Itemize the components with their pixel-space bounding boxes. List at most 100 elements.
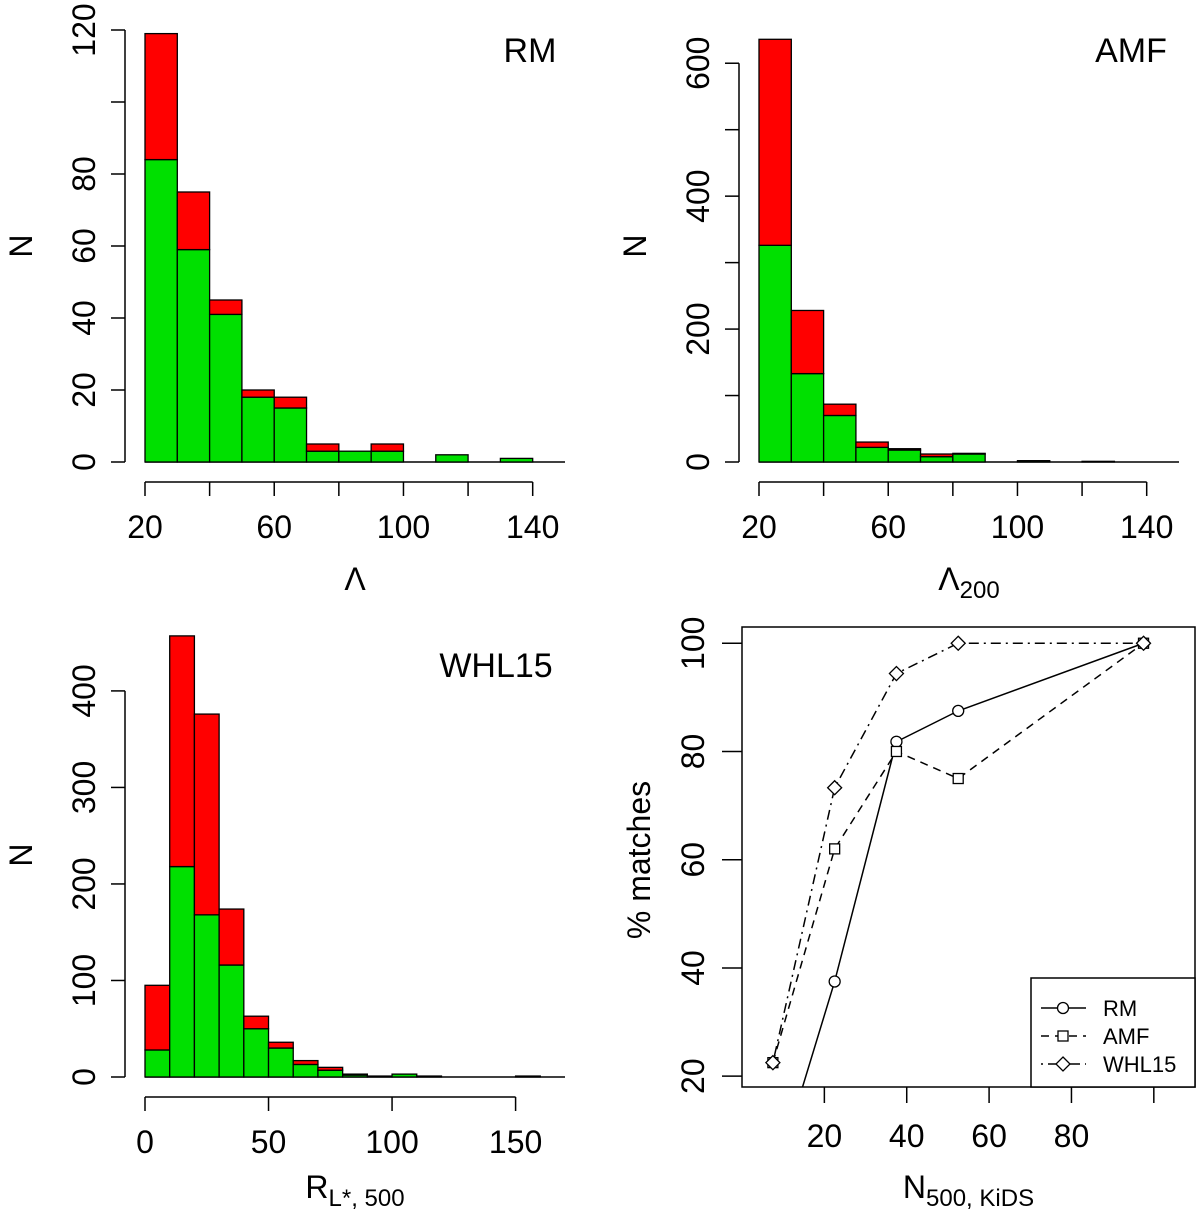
bar-green-bin-2 [169, 865, 196, 1078]
bar-red-bin-2 [790, 309, 825, 375]
y-tick-label: 0 [66, 1068, 102, 1086]
bar-green-bin-10 [435, 454, 469, 463]
marker-WHL15-2 [826, 779, 843, 796]
x-tick-label: 140 [1120, 509, 1173, 545]
x-tick-label: 60 [256, 509, 292, 545]
y-tick-label: 60 [675, 842, 711, 878]
bar-red-bin-2 [169, 635, 196, 868]
bar-red-bin-4 [218, 908, 245, 966]
marker-AMF-4 [952, 772, 964, 785]
bar-green-bin-6 [267, 1047, 294, 1078]
x-tick-label: 20 [807, 1118, 843, 1154]
bar-red-bin-5 [887, 448, 922, 451]
marker-AMF-3 [890, 745, 903, 758]
bar-green-bin-1 [144, 158, 178, 463]
bar-green-bin-4 [241, 396, 275, 463]
bar-red-bin-6 [305, 443, 340, 452]
x-axis-label: N500, KiDS [903, 1169, 1034, 1212]
bar-red-bin-6 [267, 1041, 294, 1049]
y-tick-label: 0 [680, 453, 716, 471]
bar-red-bin-1 [758, 38, 792, 246]
x-tick-label: 100 [377, 509, 430, 545]
y-axis-label: N [617, 234, 653, 257]
y-tick-label: 80 [66, 156, 102, 192]
bar-red-bin-2 [176, 191, 211, 251]
y-tick-label: 40 [66, 300, 102, 336]
bar-green-bin-5 [887, 449, 922, 463]
bar-green-bin-1 [758, 244, 792, 463]
y-tick-label: 200 [680, 302, 716, 355]
panel-label: AMF [1095, 32, 1167, 70]
bar-green-bin-2 [790, 372, 825, 463]
bar-red-bin-8 [317, 1066, 344, 1071]
bar-green-bin-8 [317, 1069, 344, 1078]
y-tick-label: 80 [675, 734, 711, 770]
x-tick-label: 80 [1054, 1118, 1090, 1154]
bar-green-bin-4 [855, 446, 889, 463]
x-tick-label: 20 [741, 509, 777, 545]
x-axis-label-sub: L*, 500 [329, 1185, 405, 1212]
bar-green-bin-6 [919, 456, 954, 463]
panel-3: 0 100 200 300 400 0 50 100 150 WHL15 N RL*, 500 [3, 635, 565, 1212]
bar-green-bin-10 [366, 1075, 393, 1078]
x-axis-label: RL*, 500 [305, 1169, 404, 1212]
marker-AMF-2 [829, 843, 841, 855]
bar-red-bin-4 [241, 389, 275, 398]
x-tick-label: 60 [870, 509, 906, 545]
y-tick-label: 0 [66, 453, 102, 471]
y-tick-label: 300 [66, 761, 102, 814]
bar-green-bin-3 [822, 414, 857, 463]
marker-RM-4 [952, 704, 965, 718]
x-axis-label-main: N [903, 1169, 926, 1205]
x-tick-label: 0 [136, 1124, 154, 1160]
bar-red-bin-3 [193, 713, 220, 916]
x-tick-label: 60 [971, 1118, 1007, 1154]
legend-label: RM [1103, 996, 1137, 1021]
bar-red-bin-1 [144, 984, 171, 1051]
bar-red-bin-5 [243, 1015, 270, 1030]
bar-green-bin-9 [1016, 460, 1051, 463]
line-RM [801, 642, 1144, 1087]
bar-green-bin-3 [193, 914, 220, 1078]
bar-green-bin-7 [338, 450, 372, 463]
y-axis-label: N [3, 234, 39, 257]
x-axis-label-main: Λ [938, 561, 960, 597]
y-tick-label: 100 [675, 617, 711, 670]
y-axis-label: N [3, 843, 39, 866]
x-axis-label-sub: 500, KiDS [926, 1185, 1034, 1212]
bar-green-bin-7 [952, 453, 986, 463]
bar-red-bin-4 [855, 441, 889, 449]
bar-green-bin-4 [218, 964, 245, 1078]
panel-4: 20 40 60 80 100 20 40 60 80 RM AMF WHL15 % matches N5… [621, 617, 1196, 1212]
y-tick-label: 60 [66, 228, 102, 264]
x-axis-label: Λ200 [938, 561, 999, 604]
panel-1: 0 20 40 60 80 120 20 60 100 140 RM N Λ [3, 3, 565, 597]
x-tick-label: 150 [489, 1124, 542, 1160]
bar-red-bin-7 [952, 452, 986, 455]
x-tick-label: 20 [127, 509, 163, 545]
marker-WHL15-4 [950, 635, 967, 652]
bar-green-bin-7 [292, 1063, 319, 1078]
legend-label: AMF [1103, 1024, 1149, 1049]
x-tick-label: 50 [251, 1124, 287, 1160]
bar-green-bin-5 [243, 1028, 270, 1078]
bar-red-bin-1 [144, 32, 178, 161]
legend-marker-RM [1056, 1001, 1070, 1015]
x-axis-label-sub: 200 [960, 577, 1000, 604]
bar-green-bin-12 [416, 1075, 443, 1078]
legend: RM AMF WHL15 [1030, 977, 1196, 1088]
marker-WHL15-3 [888, 665, 905, 682]
marker-RM-3 [890, 735, 903, 748]
panel-label: WHL15 [439, 647, 552, 685]
x-tick-label: 100 [365, 1124, 418, 1160]
legend-label: WHL15 [1103, 1052, 1176, 1077]
bar-green-bin-3 [208, 313, 243, 463]
bar-green-bin-11 [1081, 460, 1116, 463]
panel-label: RM [504, 32, 557, 70]
marker-WHL15-1 [764, 1054, 781, 1071]
y-tick-label: 200 [66, 857, 102, 910]
bar-green-bin-8 [370, 450, 405, 463]
legend-marker-WHL15 [1055, 1056, 1071, 1072]
bar-green-bin-16 [514, 1075, 541, 1078]
